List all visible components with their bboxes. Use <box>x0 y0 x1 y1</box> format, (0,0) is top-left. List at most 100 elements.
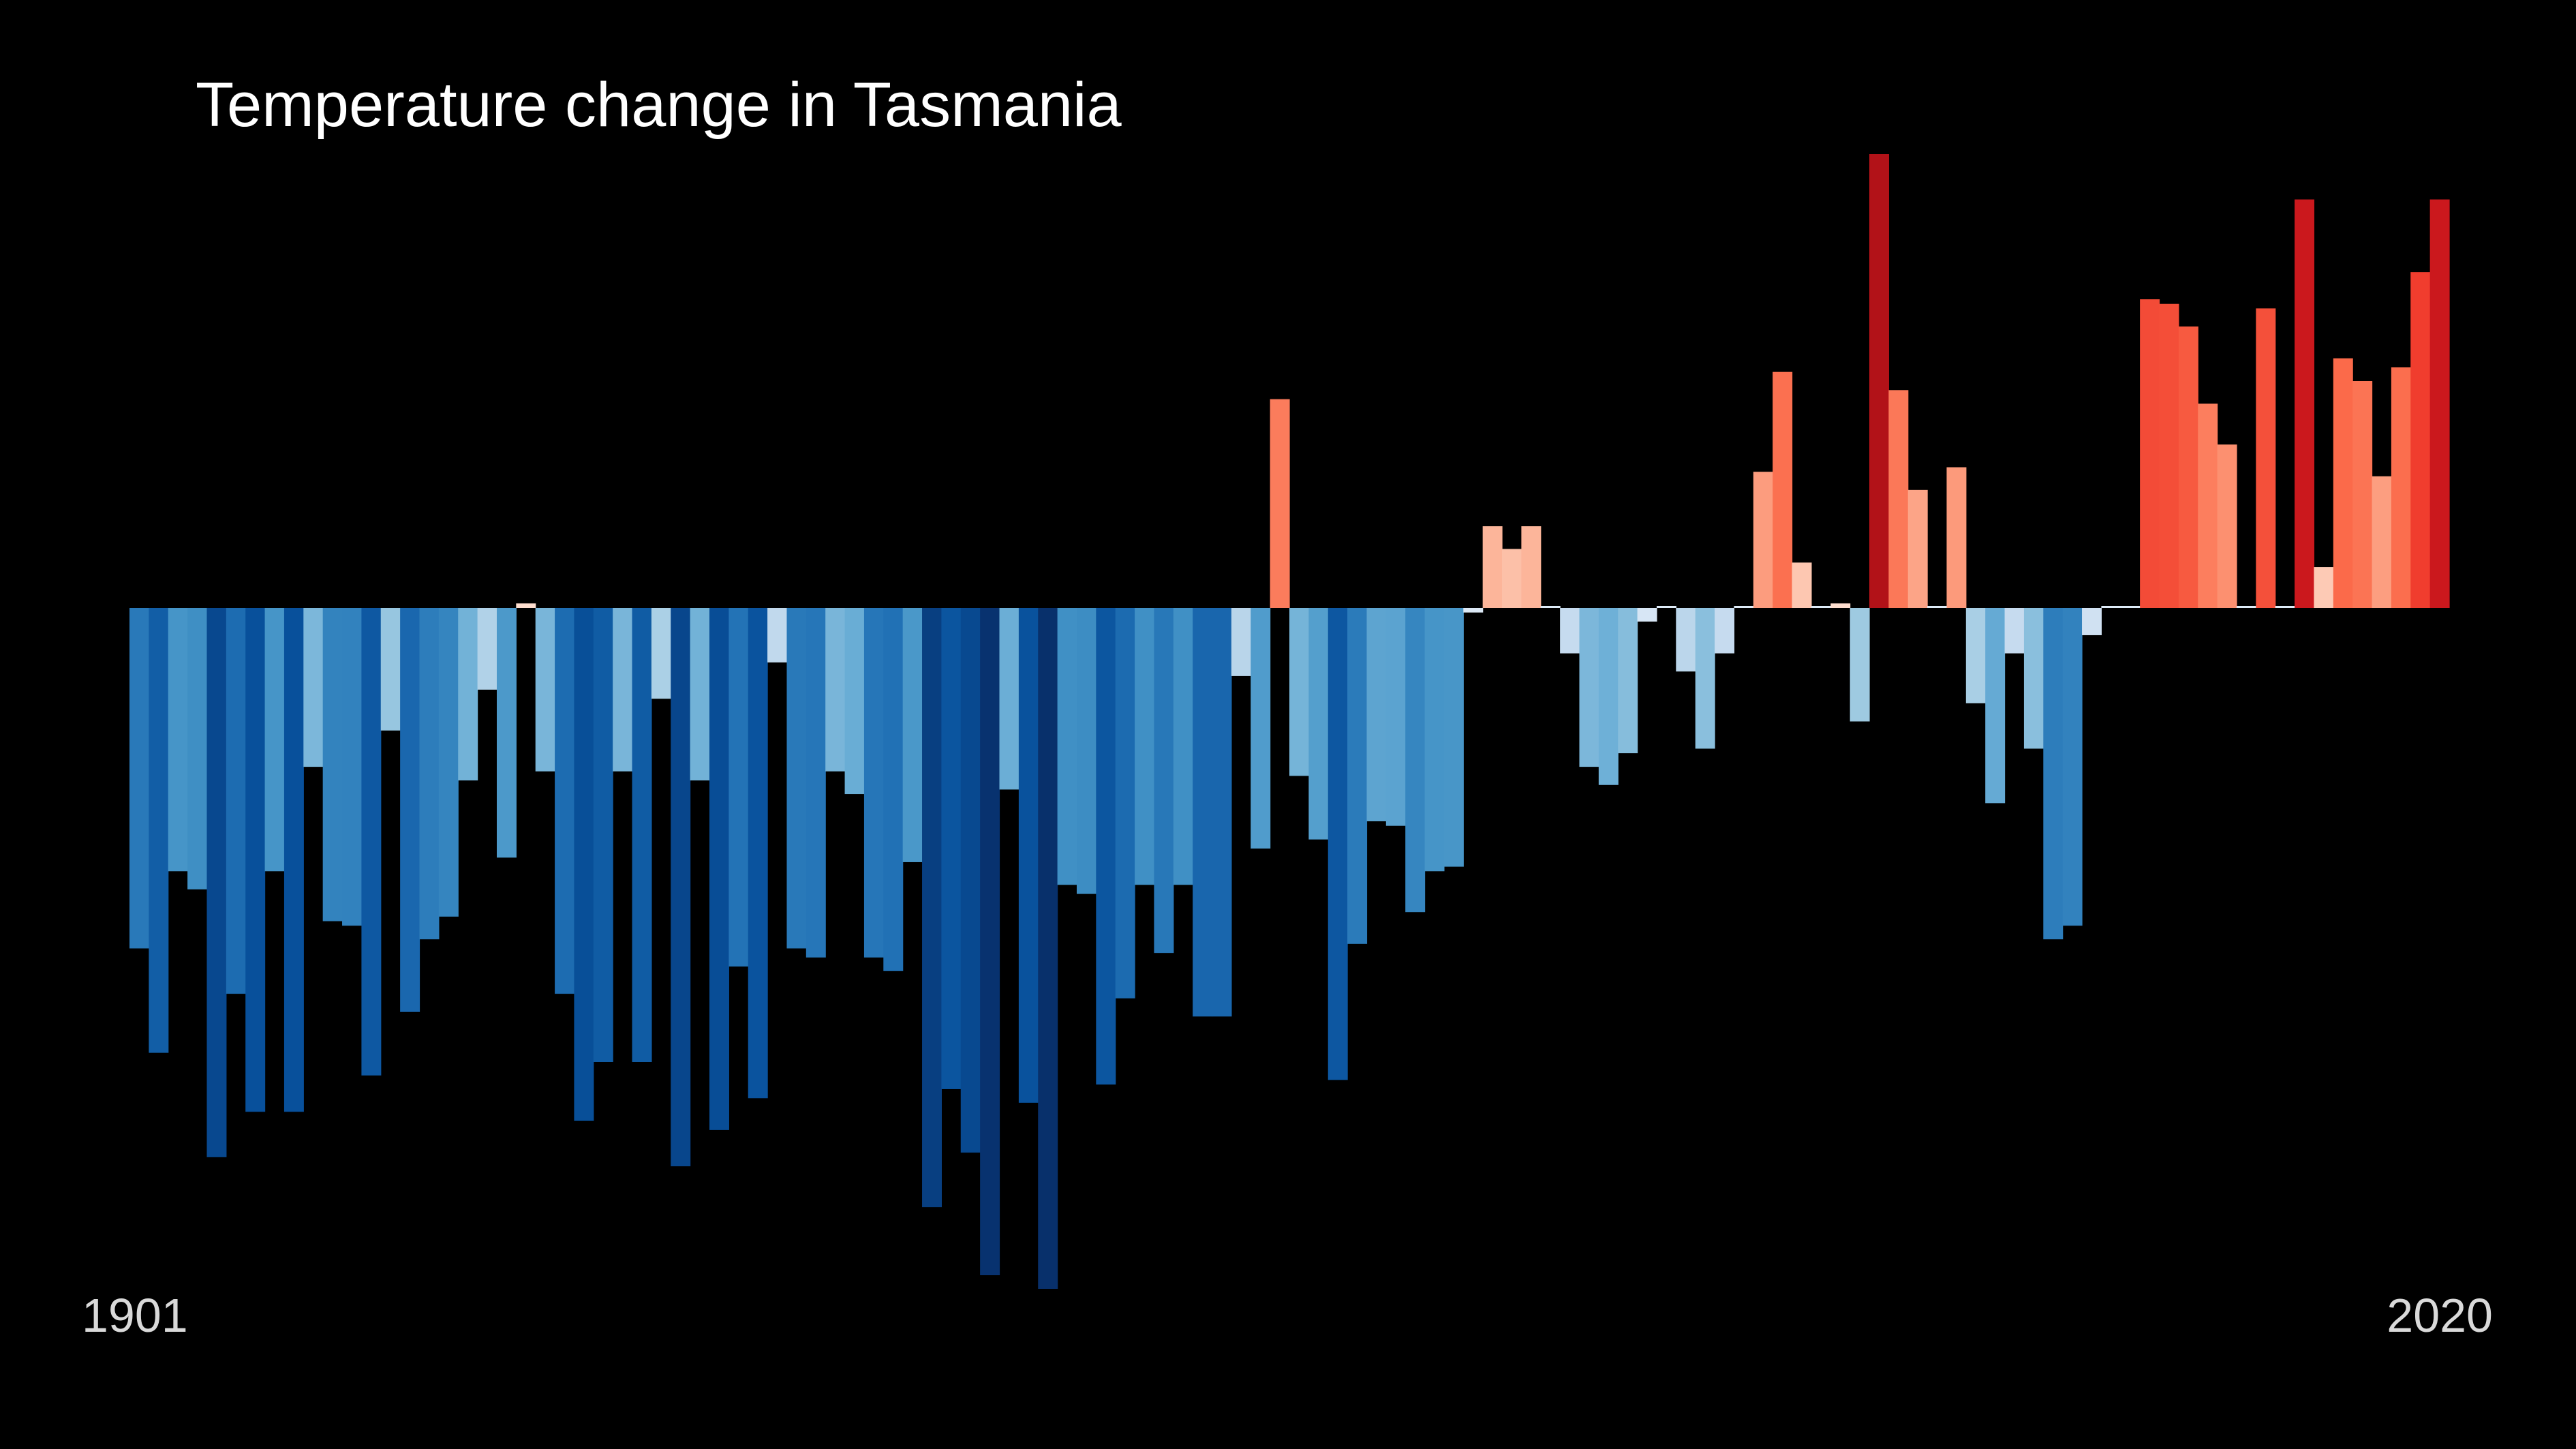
bar-2005 <box>2140 299 2160 608</box>
bar-2008 <box>2198 403 2218 608</box>
bar-1913 <box>361 608 382 1076</box>
bar-1943 <box>941 608 962 1089</box>
bar-1981 <box>1676 608 1696 672</box>
bar-1972 <box>1502 549 1522 608</box>
bar-1939 <box>863 608 884 958</box>
bar-1987 <box>1792 562 1812 608</box>
bar-1980 <box>1656 606 1676 608</box>
bar-1936 <box>806 608 826 958</box>
bar-2018 <box>2391 367 2411 608</box>
bar-1959 <box>1251 608 1271 849</box>
bar-1906 <box>226 608 246 994</box>
bar-1995 <box>1946 467 1967 608</box>
bar-1962 <box>1308 608 1329 840</box>
bar-1971 <box>1482 526 1503 608</box>
bar-1984 <box>1734 606 1754 608</box>
bar-2019 <box>2410 272 2431 608</box>
bar-1929 <box>671 608 691 1167</box>
bar-1975 <box>1560 608 1580 654</box>
bar-1920 <box>496 608 517 858</box>
chart-title: Temperature change in Tasmania <box>196 70 1122 140</box>
bar-1986 <box>1773 371 1793 608</box>
bar-1932 <box>729 608 749 967</box>
bar-1951 <box>1096 608 1116 1085</box>
bar-1965 <box>1366 608 1387 822</box>
bar-1967 <box>1405 608 1426 913</box>
bar-1945 <box>980 608 1000 1276</box>
bar-2001 <box>2062 608 2083 926</box>
bar-1924 <box>574 608 594 1121</box>
bar-1978 <box>1618 608 1638 754</box>
bar-1990 <box>1850 608 1870 722</box>
bar-1938 <box>844 608 865 795</box>
bar-1941 <box>902 608 923 862</box>
bar-1902 <box>149 608 169 1053</box>
bar-1999 <box>2023 608 2044 749</box>
bar-2002 <box>2082 608 2102 635</box>
bar-2011 <box>2256 308 2276 608</box>
bar-1970 <box>1463 608 1484 613</box>
bar-1996 <box>1965 608 1986 703</box>
bar-1927 <box>632 608 652 1062</box>
bar-2003 <box>2101 606 2121 608</box>
x-end-year-label: 2020 <box>2387 1289 2493 1342</box>
bar-1940 <box>883 608 904 971</box>
bar-2010 <box>2236 606 2256 608</box>
bar-1931 <box>709 608 729 1130</box>
bar-1966 <box>1385 608 1406 826</box>
bar-2006 <box>2159 303 2179 608</box>
bar-1930 <box>690 608 710 781</box>
x-start-year-label: 1901 <box>82 1289 188 1342</box>
bar-1983 <box>1715 608 1735 654</box>
bar-1925 <box>593 608 613 1062</box>
bar-1988 <box>1811 606 1831 608</box>
bar-1926 <box>613 608 633 772</box>
bar-1912 <box>342 608 362 926</box>
bar-1993 <box>1907 489 1928 608</box>
bar-1997 <box>1985 608 2006 804</box>
bar-1946 <box>999 608 1019 790</box>
bar-1914 <box>380 608 401 731</box>
bar-2020 <box>2429 199 2450 609</box>
bar-2007 <box>2178 326 2198 608</box>
bar-1974 <box>1540 606 1561 608</box>
bar-1919 <box>477 608 497 690</box>
bar-1905 <box>206 608 227 1157</box>
bar-1955 <box>1173 608 1193 885</box>
bar-1901 <box>129 608 149 949</box>
bar-1916 <box>419 608 440 940</box>
bar-1908 <box>264 608 285 872</box>
bar-1937 <box>825 608 846 772</box>
bar-2016 <box>2352 381 2373 608</box>
bar-1922 <box>535 608 555 772</box>
bar-2014 <box>2314 567 2334 608</box>
bar-1952 <box>1115 608 1135 998</box>
bar-1954 <box>1154 608 1174 954</box>
bar-1957 <box>1212 608 1232 1017</box>
bar-2013 <box>2295 199 2315 609</box>
bar-1982 <box>1695 608 1715 749</box>
bar-1915 <box>400 608 420 1012</box>
bar-1976 <box>1579 608 1599 767</box>
bar-1985 <box>1753 472 1773 608</box>
bar-1991 <box>1869 154 1889 608</box>
bar-1956 <box>1193 608 1213 1017</box>
bar-2009 <box>2217 444 2237 608</box>
bar-1933 <box>748 608 768 1099</box>
bar-1903 <box>168 608 188 872</box>
bar-1921 <box>516 603 536 608</box>
bar-1969 <box>1443 608 1464 867</box>
bar-1935 <box>786 608 807 949</box>
bar-1973 <box>1521 526 1542 608</box>
bar-1953 <box>1135 608 1155 885</box>
bar-1910 <box>303 608 324 767</box>
bar-1989 <box>1830 603 1851 608</box>
bar-1960 <box>1270 399 1290 608</box>
bar-1918 <box>458 608 478 781</box>
bar-1949 <box>1057 608 1077 885</box>
bars-group <box>129 154 2450 1289</box>
bar-1904 <box>187 608 208 889</box>
bar-1907 <box>245 608 266 1112</box>
bar-1977 <box>1598 608 1619 785</box>
